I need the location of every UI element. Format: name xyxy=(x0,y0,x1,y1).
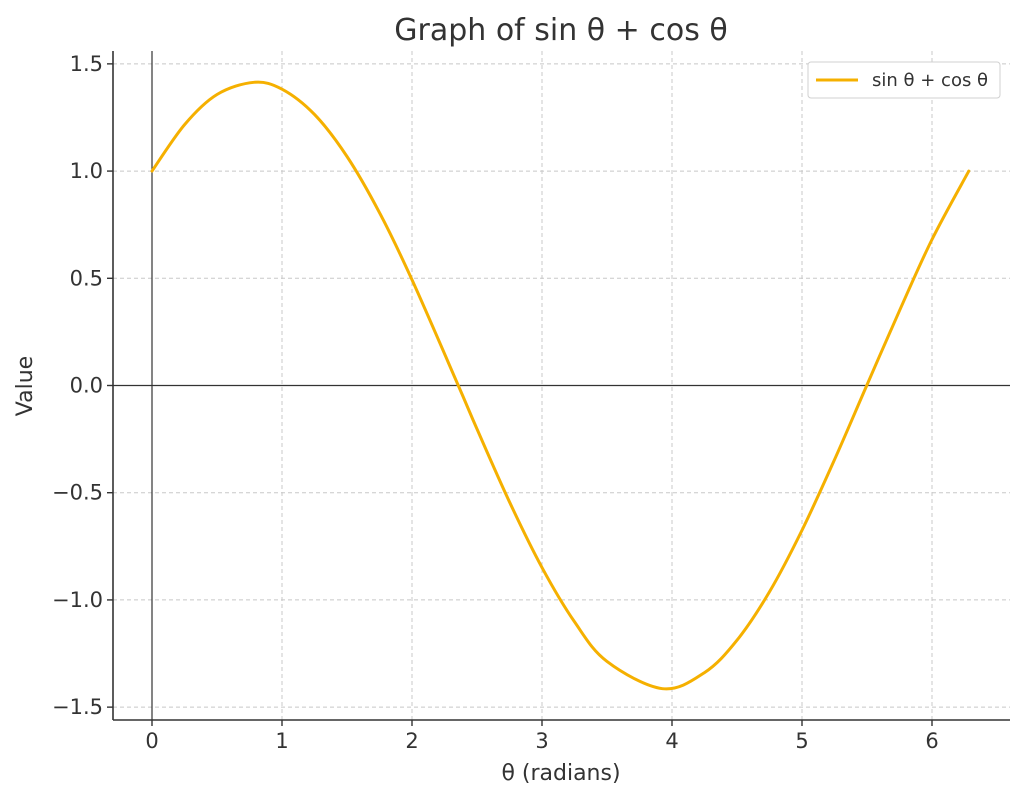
reference-lines xyxy=(113,51,1010,720)
series-layer xyxy=(150,80,971,691)
y-tick-label: −1.5 xyxy=(52,695,103,719)
chart-title: Graph of sin θ + cos θ xyxy=(394,13,727,48)
y-tick-label: 1.0 xyxy=(70,159,103,183)
legend-label: sin θ + cos θ xyxy=(872,70,988,91)
y-tick-label: 0.5 xyxy=(70,266,103,290)
x-tick-label: 2 xyxy=(405,729,418,753)
legend: sin θ + cos θ xyxy=(807,61,1001,99)
y-tick-label: 0.0 xyxy=(70,374,103,398)
ticks: 0 1 2 3 4 5 6 −1.5 −1.0 −0.5 0.0 0.5 1.0 1.5 xyxy=(52,52,939,753)
x-tick-label: 3 xyxy=(535,729,548,753)
y-tick-label: −1.0 xyxy=(52,588,103,612)
y-tick-label: −0.5 xyxy=(52,481,103,505)
legend-box xyxy=(807,61,1001,99)
x-tick-label: 5 xyxy=(795,729,808,753)
x-tick-label: 1 xyxy=(275,729,288,753)
y-axis-label: Value xyxy=(13,356,38,416)
x-tick-label: 4 xyxy=(665,729,678,753)
y-tick-label: 1.5 xyxy=(70,52,103,76)
series-line-0 xyxy=(150,80,971,691)
x-axis-label: θ (radians) xyxy=(501,761,620,786)
x-tick-label: 0 xyxy=(145,729,158,753)
x-tick-label: 6 xyxy=(925,729,938,753)
